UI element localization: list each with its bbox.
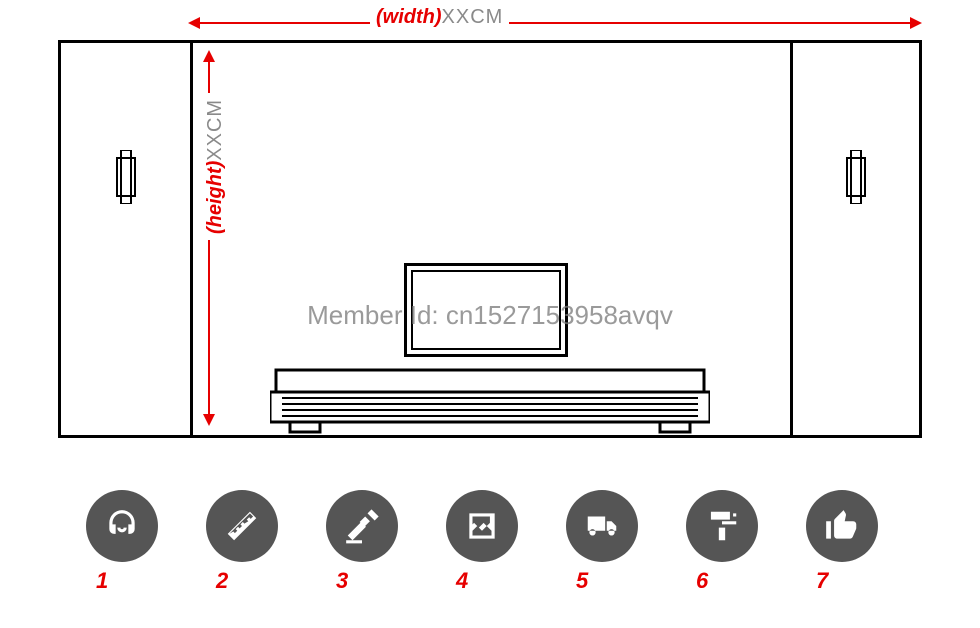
step-5: 5 — [566, 490, 638, 594]
step-3: 3 — [326, 490, 398, 594]
step-number: 2 — [206, 568, 278, 594]
wall-sconce-right — [842, 150, 870, 204]
step-2: 2 — [206, 490, 278, 594]
shipping-icon — [566, 490, 638, 562]
step-7: 7 — [806, 490, 878, 594]
image-icon — [446, 490, 518, 562]
step-number: 4 — [446, 568, 518, 594]
left-panel-divider — [190, 40, 193, 438]
step-number: 1 — [86, 568, 158, 594]
measurement-diagram: (width)XXCM (height)XXCM — [0, 0, 980, 628]
step-4: 4 — [446, 490, 518, 594]
wall-sconce-left — [112, 150, 140, 204]
step-number: 5 — [566, 568, 638, 594]
step-number: 3 — [326, 568, 398, 594]
step-number: 7 — [806, 568, 878, 594]
width-dimension-label: (width)XXCM — [370, 6, 509, 29]
ruler-icon — [206, 490, 278, 562]
step-1: 1 — [86, 490, 158, 594]
tv-console — [270, 368, 710, 434]
tv-outline — [404, 263, 568, 357]
height-value: XXCM — [204, 99, 226, 161]
height-dimension-label: (height)XXCM — [204, 93, 227, 240]
process-steps-row: 1 2 3 4 5 — [86, 490, 878, 594]
height-prefix: (height) — [204, 161, 226, 234]
width-value: XXCM — [442, 6, 504, 28]
width-dimension-arrow — [190, 22, 920, 24]
thumbs-up-icon — [806, 490, 878, 562]
gavel-icon — [326, 490, 398, 562]
width-prefix: (width) — [376, 6, 442, 28]
step-6: 6 — [686, 490, 758, 594]
right-panel-divider — [790, 40, 793, 438]
headset-icon — [86, 490, 158, 562]
step-number: 6 — [686, 568, 758, 594]
paint-roller-icon — [686, 490, 758, 562]
